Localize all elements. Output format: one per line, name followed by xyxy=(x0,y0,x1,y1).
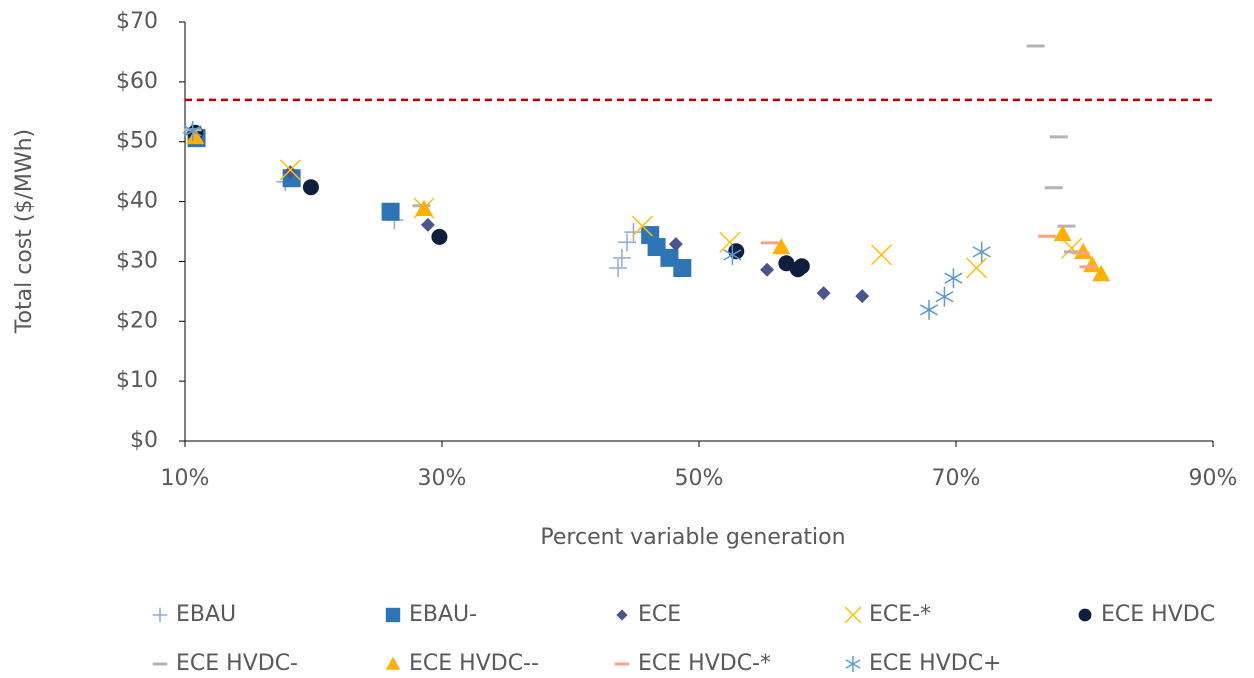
point xyxy=(760,262,775,277)
point xyxy=(723,244,742,265)
x-tick-label: 90% xyxy=(1189,466,1238,491)
y-axis-title: Total cost ($/MWh) xyxy=(12,129,37,334)
y-tick-label: $50 xyxy=(116,129,158,154)
point xyxy=(1053,224,1072,242)
legend-label: EBAU- xyxy=(409,602,477,627)
y-tick-label: $70 xyxy=(116,9,158,34)
legend-label: ECE HVDC-- xyxy=(409,651,539,676)
point xyxy=(919,299,939,320)
y-tick-label: $20 xyxy=(116,308,158,333)
point xyxy=(431,228,448,245)
x-tick-label: 10% xyxy=(161,466,210,491)
point xyxy=(381,202,400,221)
point xyxy=(935,286,954,307)
x-tick-label: 50% xyxy=(675,466,724,491)
x-tick-label: 30% xyxy=(418,466,467,491)
legend-label: ECE xyxy=(638,602,681,627)
legend-marker xyxy=(152,607,168,623)
point xyxy=(631,215,653,237)
point xyxy=(415,199,434,216)
point xyxy=(793,258,810,275)
x-axis-title: Percent variable generation xyxy=(540,525,845,550)
legend-label: ECE HVDC-* xyxy=(638,651,771,676)
point xyxy=(609,259,628,278)
point xyxy=(618,233,637,252)
x-tick-label: 70% xyxy=(932,466,981,491)
legend-marker xyxy=(844,606,862,624)
point xyxy=(855,289,870,304)
point xyxy=(420,217,435,232)
y-tick-label: $0 xyxy=(130,428,158,453)
legend-label: EBAU xyxy=(176,602,236,627)
legend-marker xyxy=(1078,608,1092,622)
point xyxy=(302,179,319,196)
legend-label: ECE HVDC xyxy=(1101,602,1215,627)
legend-marker xyxy=(385,656,401,670)
legend-marker xyxy=(616,609,628,621)
point xyxy=(186,127,205,145)
y-tick-label: $40 xyxy=(116,189,158,214)
point xyxy=(772,238,791,255)
point xyxy=(1092,264,1111,282)
y-tick-label: $30 xyxy=(116,248,158,273)
point xyxy=(668,237,683,252)
point xyxy=(816,286,831,301)
point xyxy=(624,223,643,242)
point xyxy=(283,165,298,180)
point xyxy=(966,257,988,279)
legend-label: ECE HVDC- xyxy=(176,651,298,676)
point xyxy=(612,248,631,267)
point xyxy=(673,259,692,278)
point xyxy=(944,268,963,289)
point xyxy=(870,244,893,266)
point xyxy=(279,159,301,181)
legend-marker xyxy=(385,607,401,623)
point xyxy=(972,241,991,262)
legend-label: ECE HVDC+ xyxy=(869,651,1001,676)
y-tick-label: $60 xyxy=(116,69,158,94)
y-tick-label: $10 xyxy=(116,368,158,393)
point xyxy=(1074,242,1093,260)
legend-label: ECE-* xyxy=(869,602,931,627)
legend-marker xyxy=(845,656,861,672)
point xyxy=(183,120,202,141)
